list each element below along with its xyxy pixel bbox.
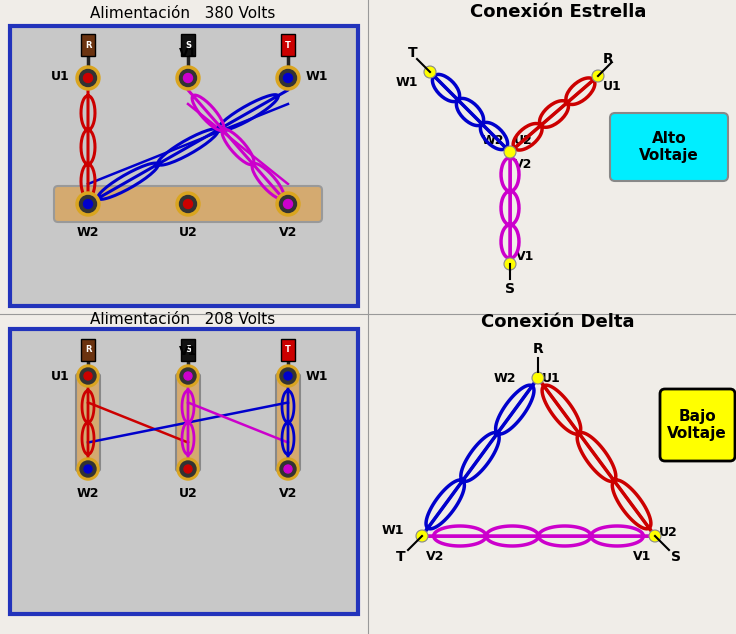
FancyBboxPatch shape <box>54 186 322 222</box>
Text: T: T <box>408 46 418 60</box>
Text: V2: V2 <box>279 487 297 500</box>
Circle shape <box>284 465 292 473</box>
Text: R: R <box>85 41 91 49</box>
Circle shape <box>80 461 96 477</box>
Circle shape <box>280 195 297 212</box>
Text: W2: W2 <box>77 487 99 500</box>
Circle shape <box>649 530 661 542</box>
Circle shape <box>277 458 299 480</box>
FancyBboxPatch shape <box>281 34 295 56</box>
Text: U1: U1 <box>52 70 70 84</box>
FancyBboxPatch shape <box>176 374 200 471</box>
FancyBboxPatch shape <box>81 339 95 361</box>
Text: Conexión Delta: Conexión Delta <box>481 313 634 331</box>
Text: W1: W1 <box>395 76 418 89</box>
Text: V2: V2 <box>279 226 297 239</box>
Circle shape <box>277 365 299 387</box>
Circle shape <box>180 195 197 212</box>
Circle shape <box>283 200 292 209</box>
Circle shape <box>424 66 436 78</box>
FancyBboxPatch shape <box>281 339 295 361</box>
Circle shape <box>83 200 93 209</box>
Circle shape <box>176 66 200 90</box>
Text: R: R <box>533 342 543 356</box>
FancyBboxPatch shape <box>660 389 735 461</box>
FancyBboxPatch shape <box>10 26 358 306</box>
Text: W1: W1 <box>306 370 328 382</box>
Circle shape <box>84 465 92 473</box>
Circle shape <box>180 461 196 477</box>
Text: U1: U1 <box>603 80 622 93</box>
Text: U2: U2 <box>179 487 197 500</box>
Text: R: R <box>603 52 614 66</box>
Circle shape <box>77 458 99 480</box>
Circle shape <box>80 368 96 384</box>
Circle shape <box>176 192 200 216</box>
Circle shape <box>504 258 516 270</box>
Circle shape <box>280 368 296 384</box>
Text: T: T <box>285 346 291 354</box>
FancyBboxPatch shape <box>276 374 300 471</box>
Text: V2: V2 <box>426 550 445 563</box>
Text: W2: W2 <box>481 134 504 147</box>
Text: Alto
Voltaje: Alto Voltaje <box>639 131 699 163</box>
Text: V1: V1 <box>633 550 651 563</box>
Circle shape <box>280 461 296 477</box>
Text: S: S <box>185 41 191 49</box>
Circle shape <box>276 66 300 90</box>
FancyBboxPatch shape <box>76 374 100 471</box>
Text: R: R <box>85 346 91 354</box>
Text: W2: W2 <box>494 372 516 384</box>
Circle shape <box>183 74 193 82</box>
Circle shape <box>416 530 428 542</box>
Text: W1: W1 <box>306 70 328 84</box>
Text: V1: V1 <box>516 250 534 262</box>
Circle shape <box>84 372 92 380</box>
Text: U2: U2 <box>514 134 533 147</box>
Circle shape <box>504 146 516 158</box>
FancyBboxPatch shape <box>181 34 195 56</box>
Text: V1: V1 <box>179 345 197 358</box>
Circle shape <box>79 195 96 212</box>
Circle shape <box>79 70 96 86</box>
Text: T: T <box>397 550 406 564</box>
Circle shape <box>76 192 100 216</box>
Text: S: S <box>671 550 681 564</box>
Circle shape <box>180 70 197 86</box>
Text: V2: V2 <box>514 158 532 171</box>
Circle shape <box>532 372 544 384</box>
Text: U1: U1 <box>52 370 70 382</box>
FancyBboxPatch shape <box>81 34 95 56</box>
Circle shape <box>284 372 292 380</box>
Text: Alimentación   208 Volts: Alimentación 208 Volts <box>91 311 275 327</box>
Text: S: S <box>505 282 515 296</box>
Text: S: S <box>185 346 191 354</box>
FancyBboxPatch shape <box>10 329 358 614</box>
Text: Bajo
Voltaje: Bajo Voltaje <box>667 409 727 441</box>
Text: T: T <box>285 41 291 49</box>
FancyBboxPatch shape <box>610 113 728 181</box>
Circle shape <box>183 200 193 209</box>
Text: Alimentación   380 Volts: Alimentación 380 Volts <box>91 6 276 22</box>
Text: W2: W2 <box>77 226 99 239</box>
Text: W1: W1 <box>381 524 404 536</box>
Circle shape <box>180 368 196 384</box>
Circle shape <box>76 66 100 90</box>
Text: Conexión Estrella: Conexión Estrella <box>470 3 646 21</box>
Circle shape <box>276 192 300 216</box>
Circle shape <box>77 365 99 387</box>
Text: U2: U2 <box>179 226 197 239</box>
Text: V1: V1 <box>179 47 197 60</box>
Text: U2: U2 <box>659 526 678 538</box>
Circle shape <box>592 70 604 82</box>
Text: U1: U1 <box>542 372 561 384</box>
Circle shape <box>177 365 199 387</box>
Circle shape <box>177 458 199 480</box>
Circle shape <box>280 70 297 86</box>
Circle shape <box>283 74 292 82</box>
Circle shape <box>184 465 192 473</box>
Circle shape <box>184 372 192 380</box>
FancyBboxPatch shape <box>181 339 195 361</box>
Circle shape <box>83 74 93 82</box>
